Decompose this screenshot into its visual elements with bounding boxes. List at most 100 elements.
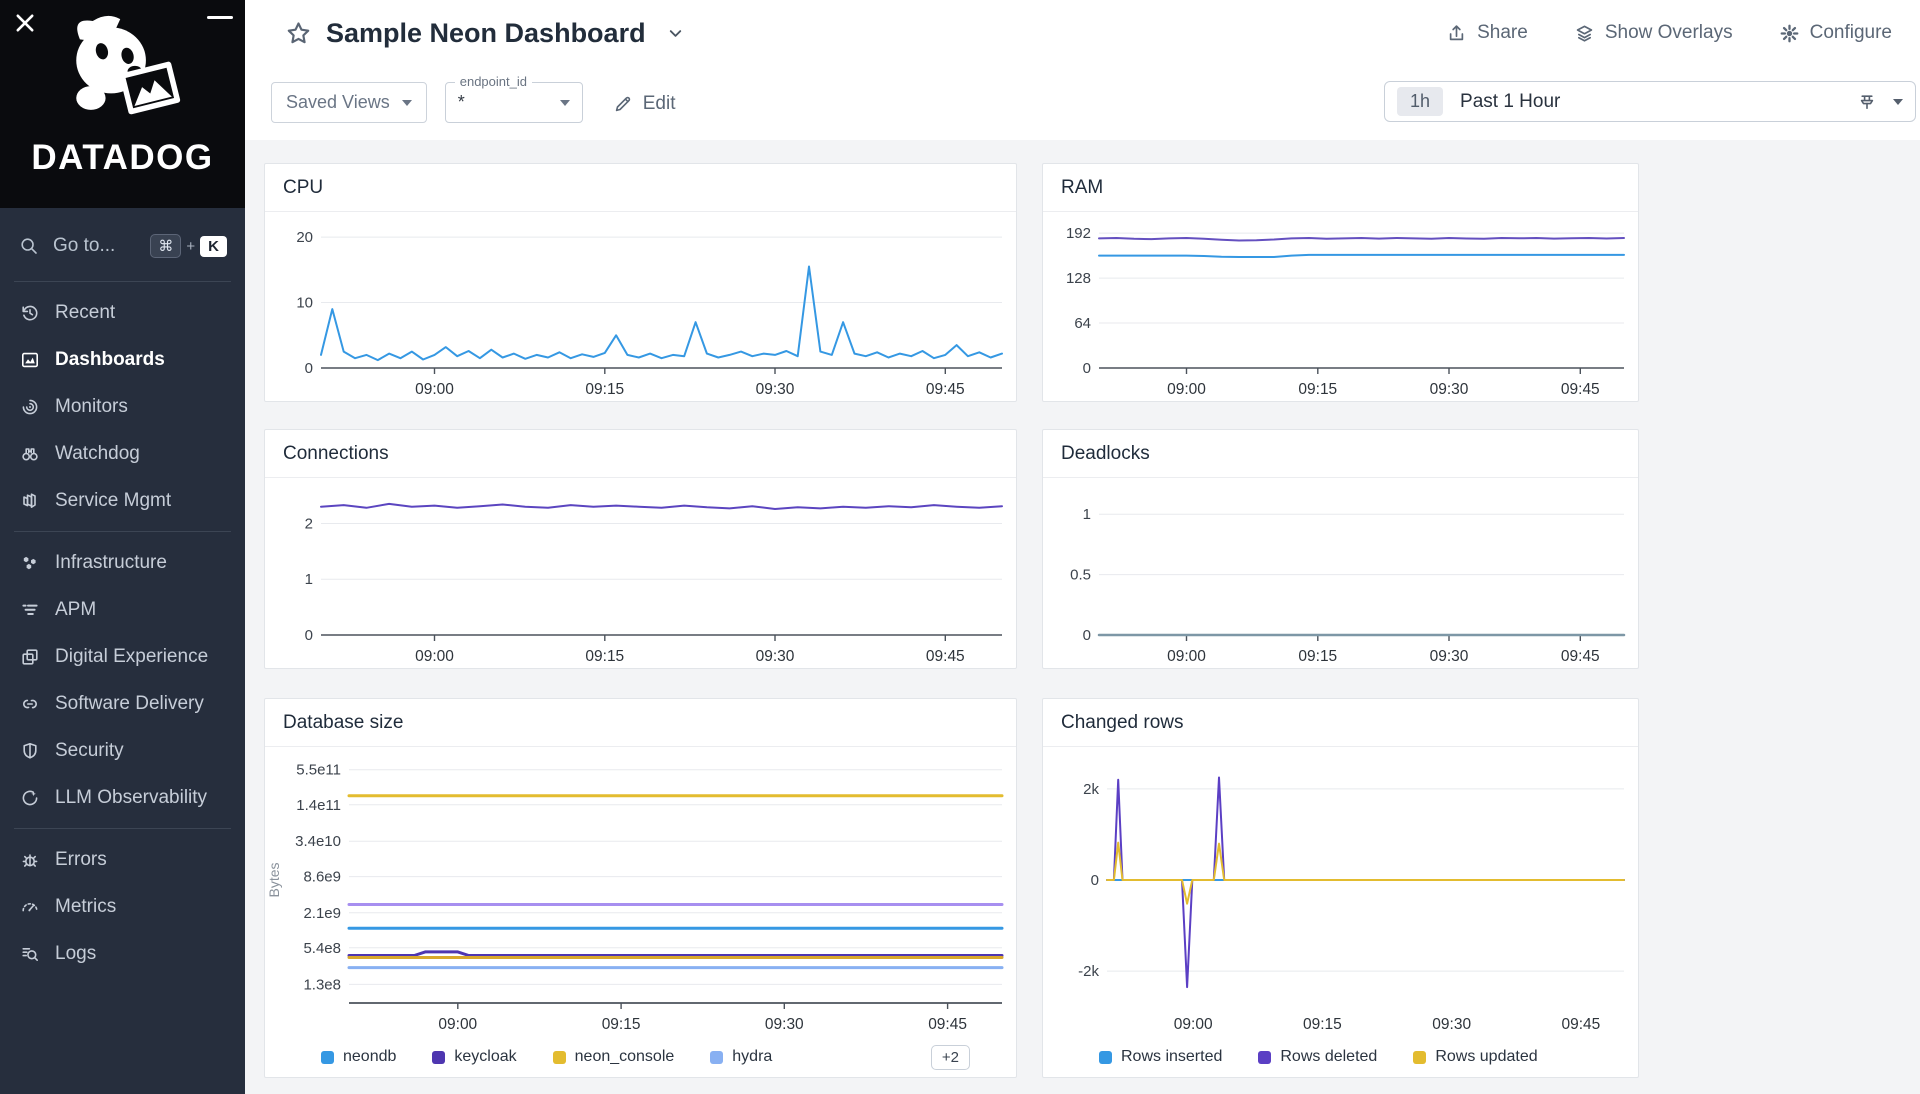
goto-search[interactable]: Go to... ⌘ + K [0,218,245,274]
sidebar-item-watchdog[interactable]: Watchdog [0,430,245,477]
datadog-logo [75,15,180,115]
time-range-label: Past 1 Hour [1460,90,1561,112]
sidebar-item-monitors[interactable]: Monitors [0,383,245,430]
changed-rows-chart: 2k 0 -2k 09:00 09:15 09:30 09:45 [1078,776,1625,1033]
sidebar-item-recent[interactable]: Recent [0,289,245,336]
sidebar: DATADOG Go to... ⌘ + K Recent Dashboards M… [0,0,245,1094]
svg-text:1.4e11: 1.4e11 [296,797,341,814]
svg-text:09:30: 09:30 [1432,1016,1471,1033]
close-icon[interactable] [13,11,37,35]
sidebar-item-infrastructure[interactable]: Infrastructure [0,539,245,586]
panel-title: Connections [265,430,1016,478]
cmd-keycap: ⌘ [150,234,182,258]
share-label: Share [1477,22,1528,43]
sidebar-item-apm[interactable]: APM [0,586,245,633]
legend-label: neon_console [574,1048,675,1065]
saved-views-label: Saved Views [286,92,390,112]
svg-text:8.6e9: 8.6e9 [303,869,341,886]
svg-text:128: 128 [1066,270,1091,287]
share-button[interactable]: Share [1446,22,1528,44]
caret-down-icon[interactable] [1893,98,1903,105]
sidebar-item-service-mgmt[interactable]: Service Mgmt [0,477,245,524]
metrics-icon [19,896,41,918]
caret-down-icon [559,99,570,106]
sidebar-item-dashboards[interactable]: Dashboards [0,336,245,383]
legend-swatch [321,1050,334,1064]
legend-item[interactable]: hydra [710,1048,772,1066]
time-picker-icons [1857,92,1903,112]
minimize-icon[interactable] [207,16,233,19]
sidebar-item-metrics[interactable]: Metrics [0,883,245,930]
sidebar-item-llm-observability[interactable]: LLM Observability [0,774,245,821]
sidebar-item-label: Logs [55,942,97,964]
panel-deadlocks[interactable]: Deadlocks 0 0.5 1 09:00 09:15 09:30 09:45 [1042,429,1639,669]
panel-changed-rows[interactable]: Changed rows 2k 0 -2k 09:00 09:15 09:30 09:45 … [1042,698,1639,1078]
svg-text:1.3e8: 1.3e8 [303,976,341,993]
svg-text:09:00: 09:00 [1174,1016,1213,1033]
legend-swatch [1099,1050,1112,1064]
svg-text:0: 0 [1083,627,1091,644]
legend-item[interactable]: neondb [321,1048,396,1066]
sidebar-item-label: Watchdog [55,442,140,464]
cpu-chart: 0 10 20 09:00 09:15 09:30 09:45 [296,229,1003,398]
sidebar-item-software-delivery[interactable]: Software Delivery [0,680,245,727]
template-variable-endpoint-id[interactable]: endpoint_id * [444,74,583,123]
svg-text:09:30: 09:30 [765,1016,804,1033]
legend-swatch [1413,1050,1427,1064]
dashboard-header: Sample Neon Dashboard Share Show Overlay… [245,0,1920,140]
service-mgmt-icon [19,490,41,512]
svg-text:09:00: 09:00 [438,1016,477,1033]
goto-shortcut: ⌘ + K [150,234,227,258]
legend-item[interactable]: keycloak [432,1048,517,1066]
svg-text:3.4e10: 3.4e10 [295,833,341,850]
configure-button[interactable]: Configure [1779,22,1892,44]
sidebar-item-logs[interactable]: Logs [0,930,245,977]
legend-item[interactable]: Rows updated [1413,1048,1538,1066]
panel-title: Changed rows [1043,699,1638,747]
search-icon [18,235,40,257]
sidebar-item-label: LLM Observability [55,786,208,808]
plus-sign: + [186,237,196,255]
legend-item[interactable]: neon_console [552,1048,675,1066]
panel-cpu[interactable]: CPU 0 10 20 09:00 09:15 09:30 09:45 [264,163,1017,402]
legend-label: hydra [732,1048,773,1065]
panel-database-size[interactable]: Database size 1.3e8 5.4e8 2.1e9 8.6e9 3.4e10… [264,698,1017,1078]
goto-label: Go to... [53,235,116,256]
edit-button[interactable]: Edit [613,84,675,123]
star-icon[interactable] [285,20,312,47]
legend-more-button[interactable]: +2 [930,1044,970,1070]
legend-swatch [1258,1050,1272,1064]
configure-label: Configure [1809,22,1892,43]
time-range-badge: 1h [1397,87,1444,116]
sidebar-item-errors[interactable]: Errors [0,836,245,883]
svg-text:09:15: 09:15 [585,648,624,665]
sidebar-item-label: Digital Experience [55,645,209,667]
sidebar-item-label: Security [55,739,124,761]
show-overlays-button[interactable]: Show Overlays [1574,22,1733,44]
panel-connections[interactable]: Connections 0 1 2 09:00 09:15 09:30 09:45 [264,429,1017,669]
controls-row: Saved Views endpoint_id * Edit [271,74,675,123]
pin-icon[interactable] [1857,92,1877,112]
svg-text:09:45: 09:45 [926,648,965,665]
svg-text:2k: 2k [1083,781,1099,798]
legend-item[interactable]: Rows inserted [1099,1048,1222,1066]
svg-text:1: 1 [1083,506,1091,523]
k-keycap: K [200,235,227,257]
saved-views-button[interactable]: Saved Views [271,82,427,123]
share-icon [1446,23,1467,44]
legend-label: Rows deleted [1280,1048,1378,1065]
panel-ram[interactable]: RAM 0 64 128 192 09:00 09:15 09:30 09:45 [1042,163,1639,402]
legend-item[interactable]: Rows deleted [1258,1048,1377,1066]
chevron-down-icon[interactable] [666,24,685,43]
sidebar-item-digital-experience[interactable]: Digital Experience [0,633,245,680]
svg-text:09:15: 09:15 [1298,381,1337,398]
sidebar-item-security[interactable]: Security [0,727,245,774]
svg-text:Bytes: Bytes [266,862,282,897]
svg-text:09:45: 09:45 [1561,648,1600,665]
template-variable-label: endpoint_id [454,74,532,89]
svg-text:192: 192 [1066,225,1091,242]
monitors-icon [19,396,41,418]
sidebar-item-label: Errors [55,848,107,870]
time-range-picker[interactable]: 1h Past 1 Hour [1384,81,1916,122]
sidebar-item-label: Infrastructure [55,551,167,573]
